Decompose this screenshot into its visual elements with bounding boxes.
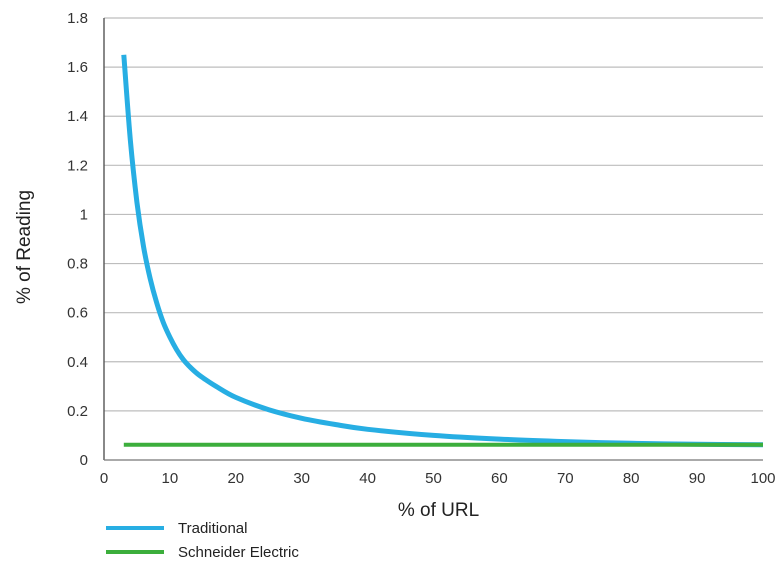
x-tick-label: 90 — [689, 470, 706, 487]
x-tick-label: 50 — [425, 470, 442, 487]
legend-item-traditional: Traditional — [106, 516, 299, 540]
x-tick-label: 80 — [623, 470, 640, 487]
y-tick-label: 1.2 — [67, 157, 88, 174]
y-tick-label: 1.6 — [67, 59, 88, 76]
series-line-traditional — [121, 54, 764, 448]
series-lines — [121, 54, 764, 448]
axes — [103, 18, 763, 461]
y-tick-labels: 0 0.2 0.4 0.6 0.8 1 1.2 1.4 1.6 1.8 — [67, 10, 88, 469]
x-tick-label: 30 — [293, 470, 310, 487]
y-tick-label: 1.4 — [67, 108, 88, 125]
y-tick-label: 0.8 — [67, 256, 88, 273]
legend: Traditional Schneider Electric — [106, 516, 299, 564]
x-tick-label: 40 — [359, 470, 376, 487]
legend-label-traditional: Traditional — [178, 519, 248, 537]
y-tick-label: 0.6 — [67, 305, 88, 322]
x-tick-label: 0 — [100, 470, 108, 487]
legend-item-schneider-electric: Schneider Electric — [106, 540, 299, 564]
x-tick-label: 10 — [162, 470, 179, 487]
x-tick-label: 100 — [750, 470, 775, 487]
x-tick-label: 20 — [227, 470, 244, 487]
grid-lines — [104, 17, 763, 412]
y-tick-label: 0.2 — [67, 403, 88, 420]
x-tick-labels: 0 10 20 30 40 50 60 70 80 90 100 — [100, 470, 776, 487]
x-axis-label: % of URL — [398, 500, 479, 521]
y-tick-label: 1.8 — [67, 10, 88, 27]
y-tick-label: 1 — [80, 206, 88, 223]
x-tick-label: 60 — [491, 470, 508, 487]
legend-swatch-schneider-electric — [106, 550, 164, 554]
legend-label-schneider-electric: Schneider Electric — [178, 543, 299, 561]
y-axis-label: % of Reading — [14, 190, 35, 304]
y-tick-label: 0 — [80, 452, 88, 469]
legend-swatch-traditional — [106, 526, 164, 530]
x-tick-label: 70 — [557, 470, 574, 487]
y-tick-label: 0.4 — [67, 354, 88, 371]
